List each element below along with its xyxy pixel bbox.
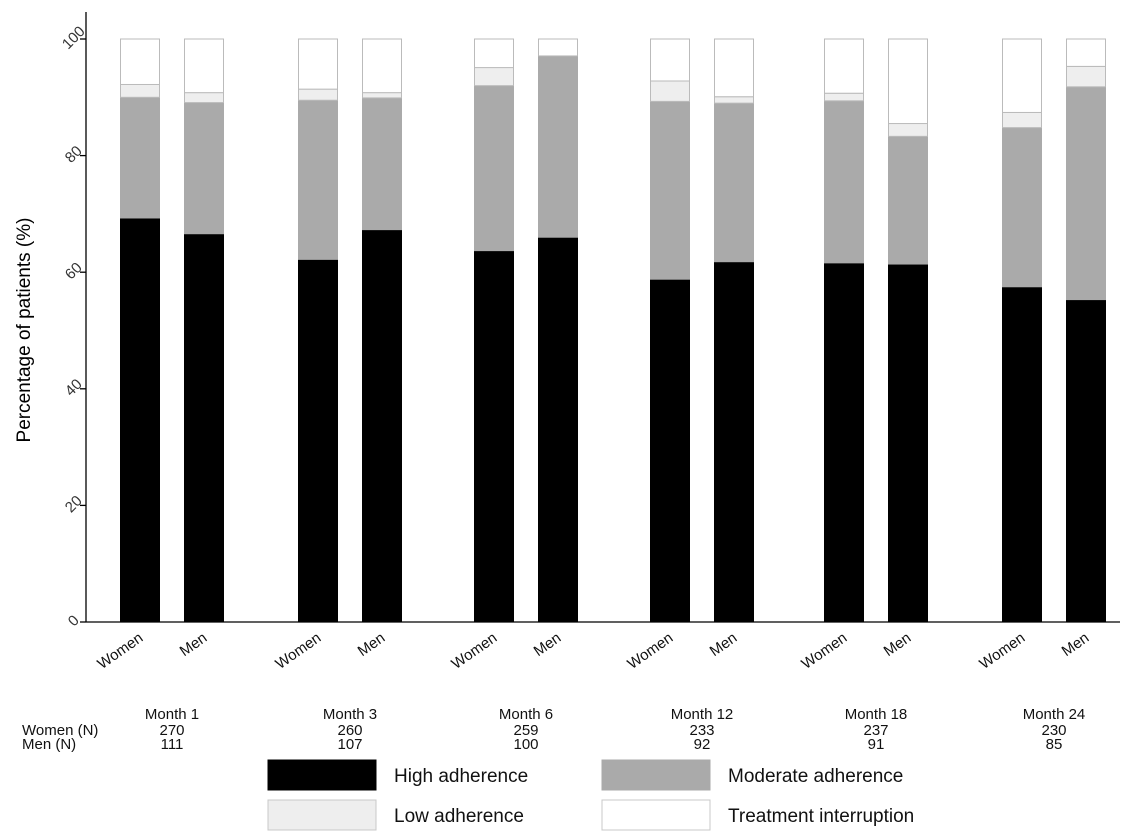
legend-label: Treatment interruption: [728, 806, 914, 827]
n-value: 233: [689, 722, 714, 739]
bar-segment: [474, 67, 514, 87]
bar-category-label: Men: [1059, 629, 1093, 660]
bar-labels: Women Men Women Men Women Men Women Men Women Men…: [94, 629, 1092, 672]
bar-segment: [538, 38, 578, 57]
n-value: 100: [513, 736, 538, 753]
bar-segment: [362, 38, 402, 94]
bar-segment: [650, 80, 690, 102]
y-axis-label: Percentage of patients (%): [14, 218, 35, 443]
legend-swatch: [267, 799, 377, 831]
bar-segment: [1002, 127, 1042, 288]
bar-segment: [888, 38, 928, 125]
bar-segment: [120, 38, 160, 85]
y-tick-label: 100: [59, 23, 89, 53]
legend-label: Moderate adherence: [728, 766, 903, 787]
bar-segment: [184, 233, 224, 623]
bar-segment: [474, 85, 514, 252]
legend: High adherence Moderate adherence Low adhe…: [267, 759, 914, 831]
bar-segment: [184, 102, 224, 235]
bar-segment: [650, 278, 690, 623]
bar-category-label: Men: [707, 629, 741, 660]
bar-segment: [824, 262, 864, 623]
bar-segment: [1066, 38, 1106, 67]
bar-category-label: Women: [448, 629, 500, 672]
bar-segment: [298, 88, 338, 101]
legend-label: High adherence: [394, 766, 528, 787]
n-value: 85: [1046, 736, 1063, 753]
bar-segment: [1066, 86, 1106, 301]
bar-segment: [1066, 299, 1106, 623]
bar-category-label: Women: [94, 629, 146, 672]
bar-segment: [474, 250, 514, 623]
y-tick-label: 80: [62, 143, 86, 167]
bar-segment: [538, 236, 578, 623]
bar-segment: [120, 217, 160, 623]
bar-category-label: Men: [177, 629, 211, 660]
n-value: 237: [863, 722, 888, 739]
bar-segment: [1002, 111, 1042, 129]
bar-segment: [184, 92, 224, 104]
bar-segment: [650, 100, 690, 280]
bar-segment: [714, 261, 754, 623]
bar-segment: [298, 258, 338, 623]
n-value: 107: [337, 736, 362, 753]
bar-segment: [650, 38, 690, 82]
y-tick-label: 40: [62, 376, 86, 400]
month-label: Month 18: [845, 706, 908, 723]
month-label: Month 24: [1023, 706, 1086, 723]
bar-segment: [184, 38, 224, 94]
bar-category-label: Women: [798, 629, 850, 672]
bar-segment: [714, 102, 754, 263]
month-label: Month 12: [671, 706, 734, 723]
legend-swatch: [267, 759, 377, 791]
bar-segment: [474, 38, 514, 69]
bar-segment: [1002, 38, 1042, 113]
bar-segment: [120, 96, 160, 219]
bar-segment: [362, 92, 402, 99]
n-value: 92: [694, 736, 711, 753]
bar-category-label: Women: [976, 629, 1028, 672]
y-tick-label: 60: [62, 259, 86, 283]
bar-segment: [888, 263, 928, 623]
bar-category-label: Women: [272, 629, 324, 672]
bar-category-label: Women: [624, 629, 676, 672]
bar-segment: [538, 55, 578, 238]
bar-segment: [362, 97, 402, 231]
n-value: 260: [337, 722, 362, 739]
bar-segment: [888, 135, 928, 265]
bar-segment: [298, 99, 338, 260]
month-label: Month 6: [499, 706, 553, 723]
legend-swatch: [601, 759, 711, 791]
sample-size-table: Month 1 Month 3 Month 6 Month 12 Month 18 Mon…: [22, 706, 1085, 753]
bar-segment: [888, 123, 928, 137]
bar-segment: [824, 92, 864, 102]
bar-segment: [120, 83, 160, 98]
n-value: 91: [868, 736, 885, 753]
bar-segment: [714, 96, 754, 104]
y-tick-label: 20: [62, 492, 86, 516]
bar-category-label: Men: [531, 629, 565, 660]
bar-segment: [1002, 286, 1042, 623]
month-label: Month 1: [145, 706, 199, 723]
n-row-label: Men (N): [22, 736, 76, 753]
bar-segment: [298, 38, 338, 90]
month-label: Month 3: [323, 706, 377, 723]
bar-category-label: Men: [881, 629, 915, 660]
n-row-label: Women (N): [22, 722, 98, 739]
n-value: 230: [1041, 722, 1066, 739]
bar-segment: [824, 38, 864, 94]
bar-segment: [824, 100, 864, 264]
y-tick-label: 0: [65, 612, 83, 630]
bar-segment: [1066, 65, 1106, 88]
bar-category-label: Men: [355, 629, 389, 660]
legend-swatch: [601, 799, 711, 831]
bar-segment: [362, 229, 402, 623]
legend-label: Low adherence: [394, 806, 524, 827]
bars: [120, 38, 1106, 623]
n-value: 111: [161, 736, 184, 753]
n-value: 270: [159, 722, 184, 739]
n-value: 259: [513, 722, 538, 739]
bar-segment: [714, 38, 754, 98]
